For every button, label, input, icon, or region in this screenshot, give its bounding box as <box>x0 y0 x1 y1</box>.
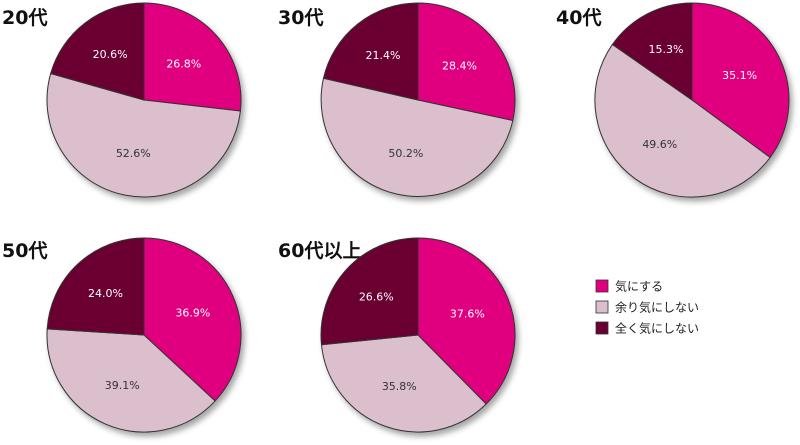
pie-slice <box>50 2 145 101</box>
legend-item: 気にする <box>595 279 663 294</box>
slice-data-label: 36.9% <box>175 307 210 320</box>
chart-title: 20代 <box>2 7 47 29</box>
pie-slice <box>143 237 242 402</box>
chart-title: 40代 <box>556 7 601 29</box>
pie-slice <box>320 237 419 346</box>
pie-chart-1: 20代 26.8% 52.6% 20.6% <box>2 2 242 198</box>
pie-slice <box>320 77 514 197</box>
legend-label: 気にする <box>615 279 663 294</box>
legend-label: 全く気にしない <box>615 321 699 336</box>
legend-label: 余り気にしない <box>615 300 699 315</box>
slice-data-label: 37.6% <box>450 308 485 321</box>
slice-data-label: 50.2% <box>388 147 423 160</box>
slice-data-label: 26.8% <box>166 58 201 71</box>
slice-data-label: 26.6% <box>359 290 394 303</box>
pie-chart-3: 40代 35.1% 49.6% 15.3% <box>556 2 790 198</box>
slice-data-label: 28.4% <box>442 60 477 73</box>
pie-slice <box>691 2 790 159</box>
chart-title: 50代 <box>2 240 47 262</box>
pie-slice <box>322 2 419 101</box>
slice-data-label: 52.6% <box>116 147 151 160</box>
slice-data-label: 39.1% <box>105 379 140 392</box>
legend-item: 余り気にしない <box>595 300 699 315</box>
legend-item: 全く気にしない <box>595 321 699 336</box>
legend-swatch <box>595 321 609 335</box>
pie-chart-2: 30代 28.4% 50.2% 21.4% <box>278 2 516 197</box>
pie-slice <box>46 72 241 198</box>
pie-slice <box>143 2 242 112</box>
slice-data-label: 35.8% <box>382 380 417 393</box>
slice-data-label: 20.6% <box>93 48 128 61</box>
slice-data-label: 15.3% <box>649 43 684 56</box>
chart-title: 30代 <box>278 7 323 29</box>
slice-data-label: 49.6% <box>642 138 677 151</box>
pie-slice <box>594 43 771 198</box>
slice-data-label: 21.4% <box>366 49 401 62</box>
pie-slice <box>417 237 516 405</box>
pie-slice <box>320 334 487 433</box>
pie-slice <box>46 237 145 336</box>
chart-title: 60代以上 <box>278 240 361 262</box>
legend-swatch <box>595 300 609 314</box>
legend-swatch <box>595 279 609 293</box>
pie-chart-5: 60代以上 37.6% 35.8% 26.6% <box>278 237 516 433</box>
pie-slice <box>611 2 693 101</box>
slice-data-label: 35.1% <box>722 69 757 82</box>
pie-slice <box>46 328 216 433</box>
pie-slice <box>417 2 516 122</box>
pie-chart-4: 50代 36.9% 39.1% 24.0% <box>2 237 242 433</box>
slice-data-label: 24.0% <box>88 287 123 300</box>
